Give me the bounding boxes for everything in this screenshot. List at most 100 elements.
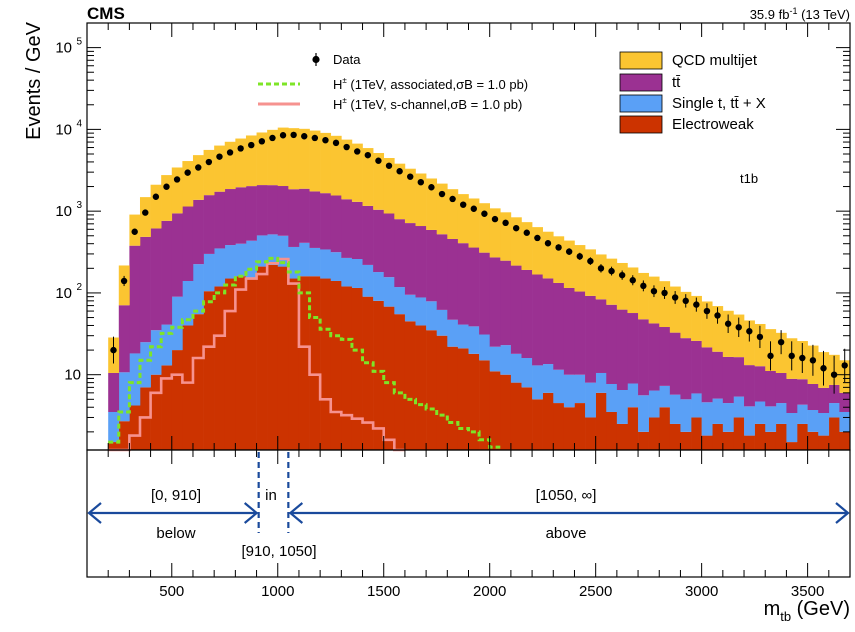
below-region-arrow [87, 502, 259, 524]
ttbar-bar [288, 189, 300, 247]
single_t-bar [383, 277, 395, 307]
electroweak-bar [341, 286, 353, 450]
qcd-bar [214, 145, 226, 192]
single_t-bar [341, 257, 353, 287]
electroweak-bar [129, 405, 141, 450]
legend-label-electroweak: Electroweak [672, 116, 754, 133]
ttbar-bar [235, 187, 247, 244]
qcd-swatch-icon [619, 51, 663, 70]
qcd-bar [542, 231, 554, 279]
data-point [269, 134, 276, 142]
single_t-bar [118, 372, 130, 422]
single_t-bar [245, 240, 257, 278]
data-point [248, 141, 255, 149]
single_t-bar [765, 406, 777, 432]
data-point [322, 136, 329, 144]
qcd-bar [235, 138, 247, 188]
ttbar-bar [775, 372, 787, 404]
data-point [746, 328, 753, 335]
qcd-bar [468, 198, 480, 248]
electroweak-bar [786, 442, 798, 450]
qcd-bar [394, 163, 406, 220]
data-point [608, 267, 615, 275]
signal-curves [108, 256, 501, 452]
electroweak-bar [214, 286, 226, 450]
legend-right: QCD multijet tt̄ Single t, tt̄ + X Elect… [619, 51, 766, 134]
electroweak-bar [404, 321, 416, 450]
data-point [385, 162, 393, 169]
electroweak-bar [722, 431, 734, 450]
electroweak-bar [510, 382, 522, 450]
electroweak-bar [288, 278, 300, 450]
qcd-bar [309, 130, 321, 192]
y-axis-label: Events / GeV [23, 21, 45, 139]
data-point [724, 320, 732, 327]
below-range-label: [0, 910] [151, 487, 201, 504]
qcd-bar [161, 175, 173, 221]
data-point [820, 365, 827, 372]
below-name-label: below [156, 525, 195, 542]
data-point [640, 282, 647, 290]
single_t-bar [691, 393, 702, 418]
qcd-bar [616, 262, 628, 310]
category-label: t1b [740, 171, 758, 186]
ttbar-bar [192, 199, 204, 265]
single_t-bar [775, 403, 787, 424]
data-point [131, 228, 138, 235]
above-range-label: [1050, ∞] [536, 487, 597, 504]
ttbar-bar [744, 365, 755, 407]
single_t-bar [277, 235, 289, 267]
electroweak-bar [585, 417, 596, 450]
electroweak-bar [192, 314, 204, 450]
ttbar-bar [479, 252, 490, 335]
data-point [216, 153, 223, 160]
data-point [205, 158, 213, 166]
y-axis: 10 10 2 10 3 10 4 10 5 [55, 22, 850, 433]
qcd-bar [659, 281, 671, 328]
single_t-bar [712, 398, 724, 424]
ttbar-bar [828, 384, 840, 404]
qcd-bar [373, 153, 385, 210]
single_t-bar [659, 385, 671, 408]
electroweak-bar [171, 350, 183, 450]
single_t-bar [320, 249, 332, 279]
y-tick-label-exponent: 5 [76, 37, 82, 48]
qcd-bar [500, 212, 512, 261]
ttbar-bar [341, 199, 353, 258]
data-point [301, 133, 308, 140]
qcd-bar [712, 306, 724, 352]
data-point [258, 138, 266, 145]
data-point [777, 338, 785, 346]
electroweak-bar [489, 371, 501, 450]
legend-entry-data: Data [312, 52, 361, 67]
ttbar-bar [108, 372, 120, 412]
ttbar-bar [818, 387, 830, 414]
single_t-bar [447, 319, 459, 347]
single_t-bar [373, 272, 385, 301]
data-point [428, 184, 435, 191]
ttbar-bar [563, 287, 575, 375]
qcd-bar [744, 320, 755, 366]
ttbar-bar [298, 188, 310, 243]
single_t-bar [500, 345, 512, 375]
electroweak-bar [606, 411, 618, 450]
electroweak-bar [320, 278, 332, 450]
data-point [735, 324, 742, 331]
data-point [110, 346, 117, 354]
electroweak-bar [733, 417, 745, 450]
data-point [565, 248, 573, 255]
qcd-bar [701, 301, 713, 348]
single_t-bar [722, 403, 734, 432]
y-tick-label: 10 [55, 203, 72, 220]
ttbar-bar [224, 189, 236, 246]
data-point [555, 244, 562, 251]
single_t-bar [563, 374, 575, 408]
x-tick-label: 500 [159, 583, 184, 600]
single_t-bar [754, 401, 766, 424]
single_t-bar [298, 242, 310, 277]
ttbar-bar [585, 295, 596, 383]
single_t-bar [839, 411, 851, 432]
qcd-bar [563, 240, 575, 288]
ttbar-bar [659, 327, 671, 386]
ttbar-bar [616, 309, 628, 390]
